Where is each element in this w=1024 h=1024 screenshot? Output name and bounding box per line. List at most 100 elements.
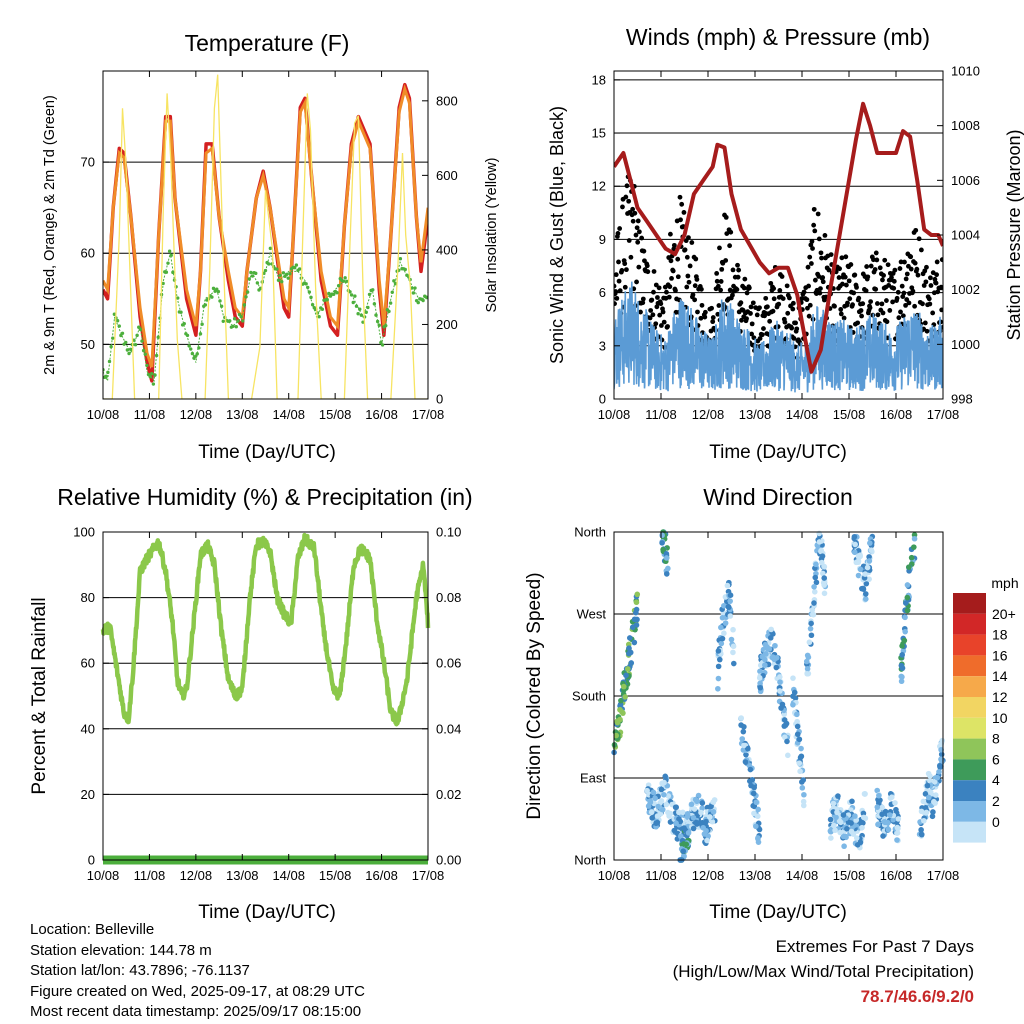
- dewpoint-point: [106, 370, 110, 375]
- gust-point: [895, 289, 901, 295]
- dewpoint-point: [359, 313, 364, 317]
- humidity-y-tick-label: 20: [81, 787, 95, 802]
- gust-point: [784, 283, 790, 289]
- speed-legend-swatch: [953, 801, 986, 822]
- gust-point: [699, 302, 705, 308]
- gust-point: [763, 295, 769, 301]
- speed-legend-title: mph: [991, 575, 1018, 591]
- dewpoint-point: [236, 319, 240, 323]
- direction-point: [811, 583, 817, 590]
- direction-point: [710, 799, 716, 805]
- direction-point: [728, 636, 735, 643]
- gust-point: [794, 326, 800, 332]
- solar-y2-tick-label: 600: [436, 168, 458, 183]
- direction-point: [820, 580, 827, 586]
- gust-point: [730, 292, 735, 298]
- gust-point: [896, 315, 902, 321]
- direction-point: [696, 820, 702, 826]
- direction-point: [740, 728, 747, 735]
- speed-legend-label: 4: [992, 772, 1000, 788]
- direction-point: [620, 710, 626, 716]
- dewpoint-point: [135, 333, 139, 338]
- gust-point: [741, 285, 747, 291]
- gust-point: [684, 284, 690, 290]
- gust-point: [855, 320, 861, 326]
- direction-point: [859, 824, 865, 831]
- direction-point: [772, 642, 778, 649]
- direction-point: [648, 809, 655, 815]
- gust-point: [718, 287, 723, 293]
- gust-point: [770, 308, 776, 314]
- gust-point: [875, 312, 881, 318]
- direction-point: [744, 745, 751, 752]
- solar-ylabel: Solar Insolation (Yellow): [484, 157, 500, 312]
- direction-point: [881, 819, 888, 825]
- temperature-xlabel: Time (Day/UTC): [198, 442, 336, 463]
- gust-point: [692, 283, 698, 289]
- dewpoint-point: [241, 319, 245, 323]
- gust-point: [681, 210, 687, 215]
- gust-point: [916, 236, 922, 242]
- gust-point: [744, 290, 750, 296]
- direction-point: [763, 651, 769, 657]
- direction-point: [730, 660, 737, 667]
- gust-point: [826, 267, 832, 273]
- gust-point: [636, 229, 642, 235]
- gust-point: [840, 281, 845, 287]
- dewpoint-point: [231, 324, 235, 328]
- direction-point: [709, 818, 716, 825]
- extremes-value: 78.7/46.6/9.2/0: [860, 987, 974, 1006]
- dewpoint-point: [343, 276, 347, 280]
- direction-point: [680, 809, 686, 816]
- dewpoint-point: [115, 319, 120, 323]
- gust-point: [724, 231, 730, 237]
- direction-point: [938, 746, 944, 753]
- direction-point: [849, 798, 855, 805]
- gust-point: [734, 287, 740, 292]
- dewpoint-point: [176, 296, 180, 300]
- gust-point: [716, 303, 722, 308]
- dewpoint-point: [390, 290, 394, 294]
- gust-point: [845, 300, 850, 306]
- direction-point: [631, 639, 638, 646]
- humidity-x-tick-label: 12/08: [180, 868, 213, 883]
- dewpoint-point: [276, 278, 281, 282]
- dewpoint-point: [117, 324, 121, 328]
- precip-y2-tick-label: 0.04: [436, 721, 461, 736]
- gust-point: [898, 309, 903, 315]
- direction-point: [708, 803, 714, 810]
- gust-point: [873, 250, 879, 256]
- direction-point: [879, 804, 885, 811]
- gust-point: [837, 266, 842, 272]
- humidity-y-tick-label: 80: [81, 590, 95, 605]
- dewpoint-point: [278, 273, 282, 277]
- gust-point: [771, 296, 777, 302]
- gust-point: [873, 286, 879, 292]
- dewpoint-point: [250, 274, 255, 278]
- direction-point: [932, 792, 939, 798]
- gust-point: [744, 316, 749, 322]
- gust-point: [843, 254, 849, 260]
- direction-point: [834, 809, 840, 816]
- wind-x-tick-label: 17/08: [927, 407, 960, 422]
- gust-point: [668, 231, 673, 237]
- solar-insolation-line: [103, 74, 428, 399]
- direction-point: [755, 806, 761, 813]
- direction-point: [710, 809, 717, 815]
- speed-legend-label: 10: [992, 710, 1008, 726]
- direction-point: [746, 778, 753, 784]
- temperature-x-tick-label: 10/08: [87, 407, 120, 422]
- direction-point: [777, 679, 783, 685]
- dewpoint-point: [104, 374, 108, 379]
- gust-point: [898, 259, 904, 265]
- dewpoint-point: [367, 292, 372, 297]
- gust-point: [693, 256, 699, 262]
- gust-point: [815, 211, 821, 217]
- precip-y2-tick-label: 0.06: [436, 656, 461, 671]
- gust-point: [723, 258, 729, 263]
- gust-point: [858, 308, 864, 313]
- direction-point: [797, 754, 804, 761]
- temperature-y-tick-label: 70: [81, 155, 95, 170]
- direction-point: [790, 675, 796, 681]
- dewpoint-point: [306, 285, 310, 290]
